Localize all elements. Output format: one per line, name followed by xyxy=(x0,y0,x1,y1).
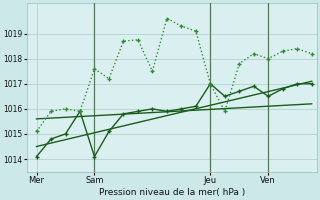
X-axis label: Pression niveau de la mer( hPa ): Pression niveau de la mer( hPa ) xyxy=(99,188,245,197)
